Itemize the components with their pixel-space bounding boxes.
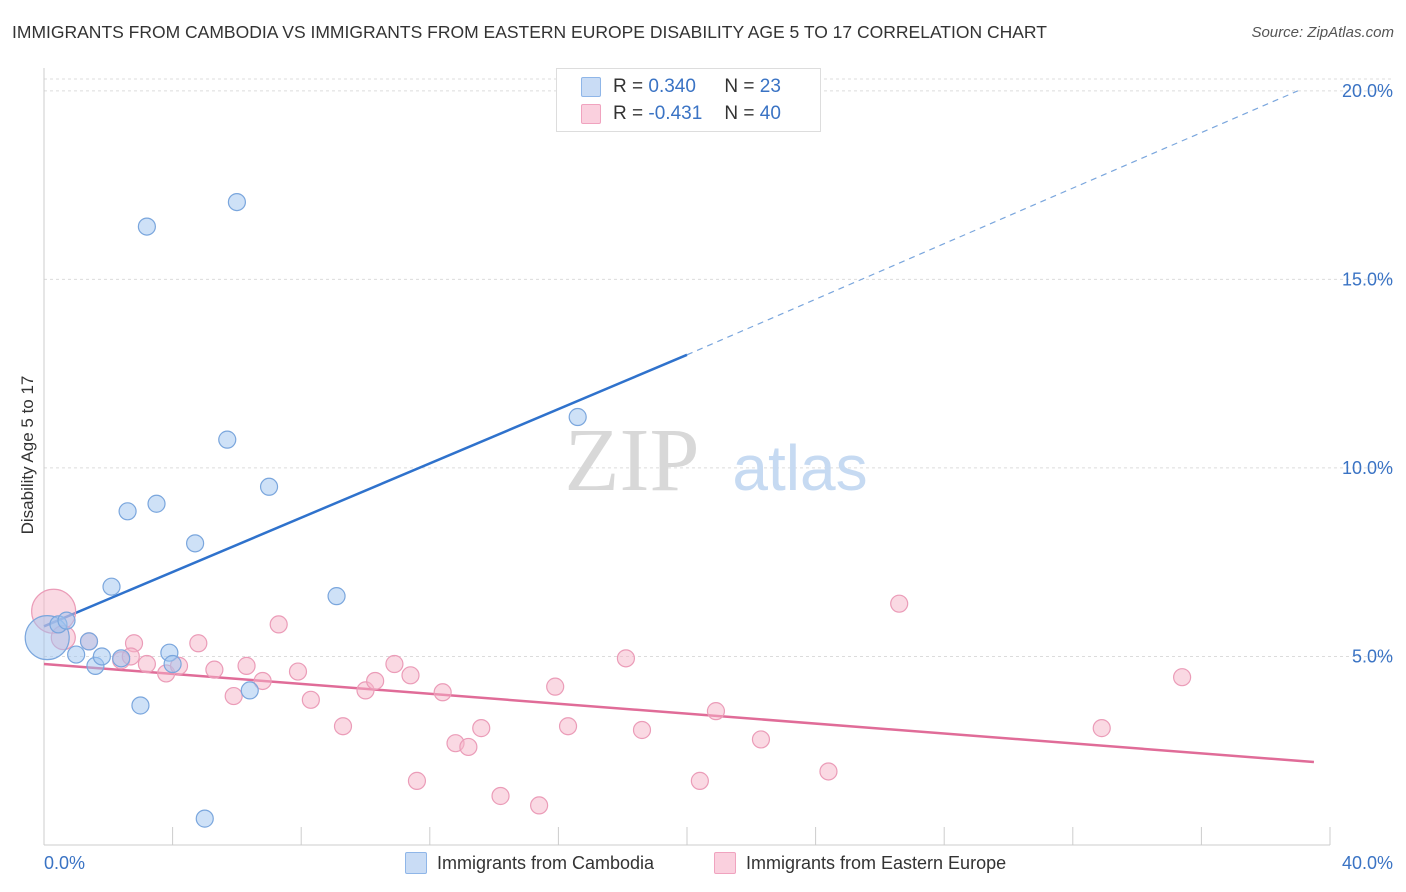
y-tick-label: 15.0%	[1342, 269, 1393, 289]
point-cambodia	[137, 217, 156, 236]
y-tick-label: 5.0%	[1352, 646, 1393, 666]
r-value: 0.340	[648, 76, 696, 97]
swatch-eastern-europe	[581, 104, 601, 124]
point-eastern-europe	[890, 594, 909, 613]
n-label: N =	[724, 103, 755, 124]
point-cambodia	[131, 696, 150, 715]
point-eastern-europe	[205, 660, 224, 679]
point-cambodia	[67, 645, 86, 664]
y-tick-label: 10.0%	[1342, 458, 1393, 478]
point-eastern-europe	[385, 654, 404, 674]
point-eastern-europe	[558, 717, 578, 736]
point-eastern-europe	[189, 634, 208, 653]
point-cambodia	[240, 681, 259, 700]
axes	[43, 68, 1331, 846]
watermark: ZIP atlas	[565, 411, 868, 510]
correlation-stats-box: R = 0.340 N = 23 R = -0.431 N = 40	[556, 68, 821, 132]
n-value: 23	[759, 76, 781, 97]
point-cambodia	[112, 649, 131, 668]
grid-lines	[44, 78, 1392, 657]
legend-item-cambodia[interactable]: Immigrants from Cambodia	[405, 852, 654, 874]
legend-label-cambodia: Immigrants from Cambodia	[437, 852, 655, 873]
point-eastern-europe	[433, 683, 452, 702]
point-eastern-europe	[546, 677, 565, 696]
swatch-cambodia	[581, 77, 601, 97]
point-eastern-europe	[366, 671, 385, 691]
x-tick-label: 0.0%	[44, 853, 85, 873]
y-tick-label: 20.0%	[1342, 81, 1393, 101]
point-eastern-europe	[301, 690, 320, 709]
point-cambodia	[147, 494, 166, 513]
n-label: N =	[724, 76, 755, 97]
point-eastern-europe	[333, 717, 353, 736]
r-label: R =	[613, 103, 644, 124]
point-eastern-europe	[690, 771, 709, 790]
point-eastern-europe	[401, 666, 420, 685]
r-value: -0.431	[648, 103, 703, 124]
point-eastern-europe	[706, 702, 726, 721]
point-eastern-europe	[224, 686, 243, 706]
legend-swatch-cambodia	[405, 852, 427, 874]
point-eastern-europe	[632, 720, 652, 740]
source-label: Source: ZipAtlas.com	[1251, 24, 1394, 41]
point-cambodia	[163, 654, 182, 674]
watermark-zip: ZIP	[565, 411, 700, 510]
point-eastern-europe	[530, 796, 549, 815]
point-eastern-europe	[237, 656, 256, 675]
x-tick-label: 40.0%	[1342, 853, 1393, 873]
point-eastern-europe	[491, 786, 510, 806]
data-points	[24, 192, 1192, 828]
point-cambodia	[102, 577, 121, 596]
point-eastern-europe	[269, 615, 288, 634]
point-cambodia	[259, 477, 279, 496]
point-cambodia	[92, 647, 111, 666]
point-eastern-europe	[407, 771, 427, 790]
legend-item-eastern-europe[interactable]: Immigrants from Eastern Europe	[714, 852, 1006, 874]
point-cambodia	[118, 502, 137, 521]
watermark-atlas: atlas	[732, 432, 867, 504]
point-eastern-europe	[288, 662, 308, 681]
point-cambodia	[327, 587, 346, 606]
point-cambodia	[186, 534, 205, 553]
point-cambodia	[568, 407, 587, 427]
y-axis-label: Disability Age 5 to 17	[18, 375, 37, 535]
legend-label-eastern-europe: Immigrants from Eastern Europe	[746, 852, 1007, 873]
point-cambodia	[218, 430, 237, 449]
point-eastern-europe	[751, 730, 771, 749]
trend-line-cambodia	[43, 353, 688, 628]
point-cambodia	[57, 611, 76, 630]
trend-line-eastern-europe	[43, 662, 1315, 764]
point-eastern-europe	[819, 762, 838, 781]
point-eastern-europe	[616, 649, 636, 668]
point-cambodia	[79, 632, 99, 651]
stats-row-eastern-europe: R = -0.431 N = 40	[581, 101, 781, 127]
stats-row-cambodia: R = 0.340 N = 23	[581, 74, 781, 100]
chart-title: IMMIGRANTS FROM CAMBODIA VS IMMIGRANTS F…	[12, 22, 1047, 42]
r-label: R =	[613, 76, 644, 97]
point-cambodia	[195, 809, 214, 828]
point-eastern-europe	[137, 654, 156, 674]
point-eastern-europe	[472, 719, 491, 738]
trend-line-cambodia-extension	[686, 90, 1299, 356]
n-value: 40	[759, 103, 781, 124]
point-cambodia	[227, 192, 246, 212]
point-eastern-europe	[253, 671, 272, 691]
point-eastern-europe	[1092, 719, 1111, 738]
point-eastern-europe	[1173, 668, 1192, 687]
legend-swatch-eastern-europe	[714, 852, 736, 874]
point-eastern-europe	[459, 737, 478, 757]
tick-labels: 5.0% 10.0% 15.0% 20.0% 0.0% 40.0%	[44, 81, 1393, 873]
